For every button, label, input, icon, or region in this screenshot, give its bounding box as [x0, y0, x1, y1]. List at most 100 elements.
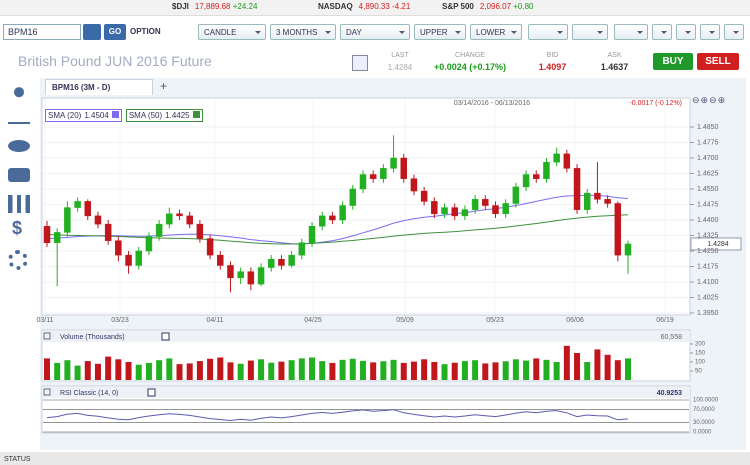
go-button[interactable]: GO [104, 24, 126, 40]
change-value: +0.0024 (+0.17%) [433, 62, 507, 72]
volume-bar [84, 361, 91, 380]
sell-button[interactable]: SELL [697, 53, 739, 70]
candle-body [288, 254, 295, 266]
volume-tick-label: 100 [695, 360, 706, 366]
candle-body [308, 225, 316, 243]
candle-body [115, 240, 122, 256]
line-style-dropdown[interactable] [528, 24, 568, 40]
volume-bar [135, 364, 142, 380]
y-tick-label: 1.4100 [697, 279, 719, 286]
collapse-icon[interactable] [43, 388, 51, 396]
icon-settings[interactable] [8, 250, 28, 270]
candle-body [563, 153, 571, 169]
y-tick-label: 1.4475 [697, 201, 719, 208]
candle-body [533, 174, 540, 179]
rsi-line [46, 409, 629, 422]
bid-value: 1.4097 [538, 62, 567, 72]
volume-bar [237, 363, 244, 380]
candle-body [482, 199, 489, 206]
zoom-controls[interactable]: ⊖⊕⊖⊕ [692, 95, 727, 105]
settings-dropdown[interactable] [614, 24, 648, 40]
volume-bar [54, 362, 61, 380]
legend-item: SMA (50) 1.4425 [125, 109, 203, 122]
volume-bar [543, 359, 550, 380]
candle-body [573, 168, 581, 210]
icon-dollar[interactable]: $ [12, 218, 23, 238]
ticker: S&P 500 2,096.07 +0.80 [442, 2, 534, 11]
close-icon[interactable] [147, 388, 156, 397]
candle-body [410, 178, 418, 192]
volume-bar [156, 360, 163, 380]
icon-tools[interactable] [8, 85, 30, 103]
candle-body [390, 157, 397, 169]
color-dropdown[interactable] [572, 24, 608, 40]
volume-bar [390, 359, 397, 380]
volume-bar [512, 359, 519, 380]
volume-last: 60,558 [661, 334, 683, 341]
y-tick-label: 1.4250 [697, 248, 719, 255]
collapse-icon[interactable] [43, 332, 51, 340]
rsi-tick-label: 30.0000 [693, 420, 715, 426]
price-tag-box [690, 237, 742, 251]
upper-dropdown[interactable]: UPPER [414, 24, 466, 40]
tool-button[interactable] [700, 24, 720, 40]
chart-tab[interactable]: BPM16 (3M - D) [45, 79, 153, 95]
y-tick-label: 1.4325 [697, 232, 719, 239]
change-label: CHANGE [455, 52, 485, 59]
status-bar [0, 452, 750, 465]
ticker-change: +0.80 [513, 2, 534, 11]
close-icon[interactable] [161, 332, 170, 341]
y-tick-label: 1.4175 [697, 263, 719, 270]
status: STATUS [4, 456, 31, 463]
volume-bar [380, 361, 387, 380]
tool-button[interactable] [676, 24, 696, 40]
lower-dropdown[interactable]: LOWER [470, 24, 522, 40]
y-tick-label: 1.4850 [697, 124, 719, 131]
icon-bars[interactable] [8, 195, 30, 213]
volume-bar [166, 358, 173, 380]
period-dropdown[interactable]: 3 MONTHS [270, 24, 336, 40]
volume-bar [44, 358, 50, 380]
x-tick-label: 03/23 [111, 317, 129, 324]
volume-bar [186, 363, 193, 380]
buy-button[interactable]: BUY [653, 53, 693, 70]
candle-body [217, 254, 224, 266]
candle-body [186, 215, 193, 225]
symbol-input[interactable]: BPM16 [3, 24, 81, 40]
icon-watch[interactable] [8, 140, 30, 152]
chart-type-dropdown[interactable]: CANDLE [198, 24, 266, 40]
calendar-icon[interactable] [352, 55, 368, 71]
tool-button[interactable] [724, 24, 744, 40]
last-value: 1.4284 [387, 63, 413, 72]
tool-button[interactable] [652, 24, 672, 40]
volume-bar [584, 362, 591, 380]
volume-bar [594, 349, 601, 380]
legend-close[interactable] [111, 111, 119, 118]
ticker-price: 2,096.07 [479, 2, 512, 11]
add-tab[interactable]: + [160, 79, 168, 93]
volume-tick-label: 200 [695, 342, 706, 348]
rsi-tick-label: 100.0000 [693, 398, 719, 404]
bid-label: BID [546, 52, 559, 59]
icon-portfolio[interactable] [8, 168, 30, 182]
candle-body [583, 192, 591, 210]
search-button[interactable] [83, 24, 101, 40]
candle-body [461, 209, 469, 217]
candle-body [604, 199, 611, 204]
volume-bar [278, 361, 285, 380]
legend-close[interactable] [192, 111, 200, 118]
legend-value: 1.4504 [84, 111, 109, 120]
interval-dropdown[interactable]: DAY [340, 24, 410, 40]
candle-body [380, 168, 387, 179]
volume-bar [125, 362, 132, 380]
volume-header [42, 331, 690, 342]
candle-body [318, 215, 326, 227]
option-button[interactable]: OPTION [130, 27, 161, 36]
candle-body [74, 201, 81, 208]
ticker-symbol: $DJI [172, 2, 189, 11]
icon-scale[interactable] [8, 112, 30, 124]
candle-body [104, 223, 112, 241]
ticker-price: 17,889.68 [194, 2, 231, 11]
candle-body [64, 207, 71, 233]
